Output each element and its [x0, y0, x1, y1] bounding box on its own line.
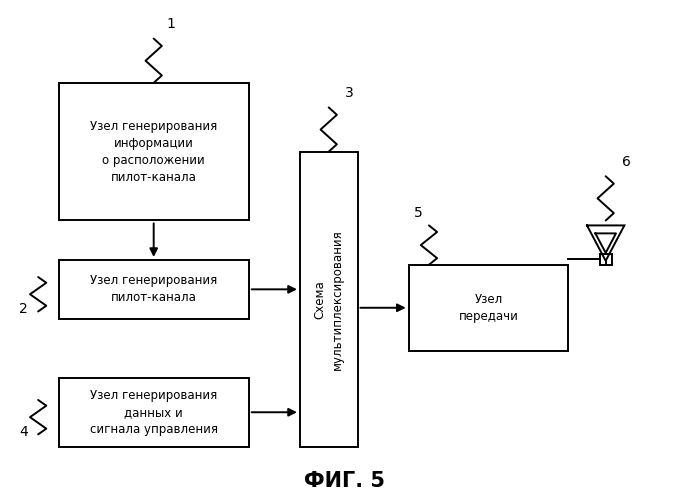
- Text: 6: 6: [622, 155, 630, 169]
- Text: 4: 4: [19, 425, 28, 439]
- Text: Схема
мультиплексирования: Схема мультиплексирования: [314, 229, 344, 370]
- Bar: [58, 260, 249, 319]
- Bar: [599, 254, 612, 265]
- Text: 5: 5: [414, 206, 423, 220]
- Text: 1: 1: [166, 17, 175, 31]
- Text: Узел
передачи: Узел передачи: [458, 293, 518, 323]
- Text: ФИГ. 5: ФИГ. 5: [303, 471, 385, 491]
- Bar: [58, 378, 249, 446]
- Text: Узел генерирования
данных и
сигнала управления: Узел генерирования данных и сигнала упра…: [89, 389, 217, 436]
- Text: Узел генерирования
пилот-канала: Узел генерирования пилот-канала: [90, 274, 217, 304]
- Bar: [409, 265, 568, 351]
- Text: Узел генерирования
информации
о расположении
пилот-канала: Узел генерирования информации о располож…: [90, 120, 217, 184]
- Text: 2: 2: [19, 302, 28, 316]
- Bar: [58, 83, 249, 220]
- Bar: [300, 152, 358, 447]
- Text: 3: 3: [345, 86, 354, 100]
